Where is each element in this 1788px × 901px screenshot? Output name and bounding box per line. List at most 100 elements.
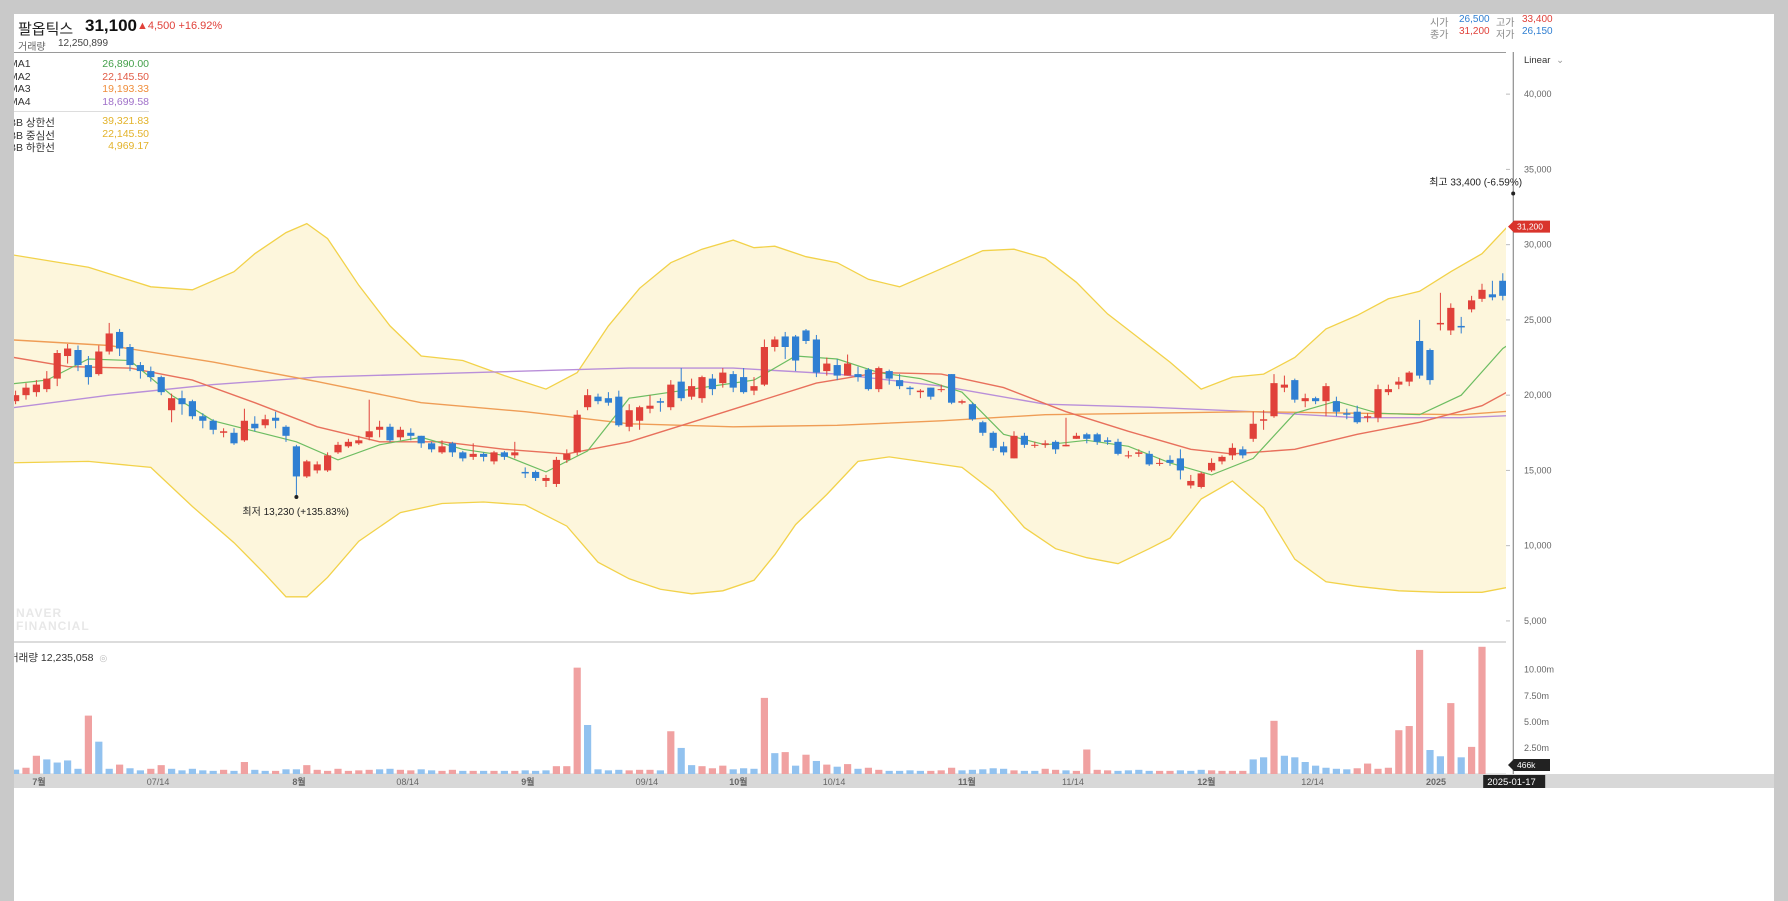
volume-bar <box>927 770 935 774</box>
volume-bar <box>43 759 51 774</box>
candle-body <box>407 432 415 436</box>
high-annotation: 최고 33,400 (-6.59%) <box>1429 176 1522 188</box>
legend-row: BB 하한선 4,969.17 <box>14 140 149 154</box>
y-tick-label: 5,000 <box>1524 616 1547 626</box>
volume-bar <box>1353 768 1361 774</box>
candle-body <box>677 381 685 399</box>
scale-toggle-button[interactable]: Linear ⌄ <box>1524 55 1564 66</box>
candle-body <box>989 432 997 448</box>
y-tick-label: 15,000 <box>1524 465 1552 475</box>
volume-bar <box>1197 769 1205 774</box>
candle-body <box>261 419 269 426</box>
volume-bar <box>740 768 748 774</box>
volume-bar <box>1426 750 1434 774</box>
candle-body <box>334 444 342 453</box>
volume-bar <box>32 755 40 774</box>
volume-bar <box>1031 770 1039 774</box>
candle-body <box>147 371 155 378</box>
volume-bar <box>885 770 893 774</box>
volume-bar <box>1156 770 1164 774</box>
candle-body <box>740 377 748 393</box>
candle-body <box>937 389 945 391</box>
volume-bar <box>1468 746 1476 774</box>
candle-body <box>95 351 103 375</box>
x-tick-label: 8월 <box>292 776 305 787</box>
volume-bar <box>563 766 571 774</box>
candle-body <box>1249 423 1257 439</box>
date-tag <box>1483 775 1546 788</box>
candle-body <box>157 377 165 393</box>
candle-body <box>594 396 602 402</box>
legend-value: 22,145.50 <box>102 70 149 83</box>
candle-body <box>563 453 571 460</box>
candle-body <box>1353 411 1361 423</box>
candle-body <box>355 440 363 444</box>
volume-bar <box>355 770 363 774</box>
ma4-line <box>14 367 1566 419</box>
volume-bar <box>53 762 61 774</box>
legend-separator <box>14 111 149 112</box>
volume-tick-label: 7.50m <box>1524 691 1549 701</box>
candle-body <box>1364 416 1372 418</box>
volume-bar <box>386 768 394 774</box>
volume-bar <box>1208 770 1216 774</box>
candle-body <box>1124 455 1132 457</box>
candle-body <box>864 369 872 390</box>
candle-body <box>1291 380 1299 400</box>
candle-body <box>719 372 727 384</box>
volume-bar <box>1416 649 1424 774</box>
volume-bar <box>1280 755 1288 774</box>
x-tick-label: 11/14 <box>1062 777 1084 787</box>
volume-bar <box>168 768 176 774</box>
candle-body <box>656 401 664 403</box>
volume-bar <box>459 770 467 774</box>
price-chart[interactable]: 40,000 35,000 30,000 25,000 20,000 15,000 10,0… <box>14 14 1774 901</box>
candle-body <box>1499 280 1507 296</box>
right-band <box>1774 0 1788 901</box>
volume-bar <box>136 770 144 774</box>
volume-bar <box>251 769 259 774</box>
legend-row: MA1 26,890.00 <box>14 58 149 71</box>
legend-name: MA1 <box>14 58 31 70</box>
current-price-tag <box>1508 220 1550 233</box>
volume-bar <box>417 769 425 774</box>
volume-bar <box>1052 769 1060 774</box>
current-price-tag-label: 31,200 <box>1517 222 1543 232</box>
candle-body <box>667 384 675 408</box>
volume-bar <box>521 770 529 774</box>
candle-body <box>1416 340 1424 376</box>
candle-body <box>1384 389 1392 393</box>
settings-icon[interactable]: ◎ <box>99 653 108 663</box>
volume-bar <box>781 752 789 774</box>
x-tick-label: 9월 <box>521 776 534 787</box>
candle-body <box>240 420 248 441</box>
low-value: 26,150 <box>1522 26 1553 37</box>
volume-bar <box>14 769 20 774</box>
candle-body <box>1322 386 1330 402</box>
candle-body <box>209 420 217 430</box>
candle-body <box>625 410 633 427</box>
legend-value: 39,321.83 <box>102 115 149 127</box>
candle-body <box>1228 447 1236 456</box>
volume-bar <box>1291 757 1299 774</box>
candle-body <box>126 347 134 366</box>
candle-body <box>469 453 477 457</box>
bb-lower-line <box>14 456 1566 622</box>
volume-bar <box>1135 769 1143 774</box>
volume-bar <box>157 765 165 774</box>
volume-tick-label: 5.00m <box>1524 717 1549 727</box>
candle-body <box>480 453 488 457</box>
volume-bar <box>552 766 560 774</box>
open-value: 26,500 <box>1459 14 1490 25</box>
candle-body <box>1280 384 1288 388</box>
volume-bar <box>1020 770 1028 774</box>
candle-body <box>1260 419 1268 421</box>
candle-body <box>344 441 352 447</box>
volume-bar <box>844 764 852 774</box>
volume-bar <box>511 770 519 774</box>
candle-body <box>1145 453 1153 465</box>
volume-bar <box>313 769 321 774</box>
candle-body <box>324 455 332 471</box>
volume-bar <box>1457 757 1465 774</box>
candle-body <box>188 401 196 417</box>
